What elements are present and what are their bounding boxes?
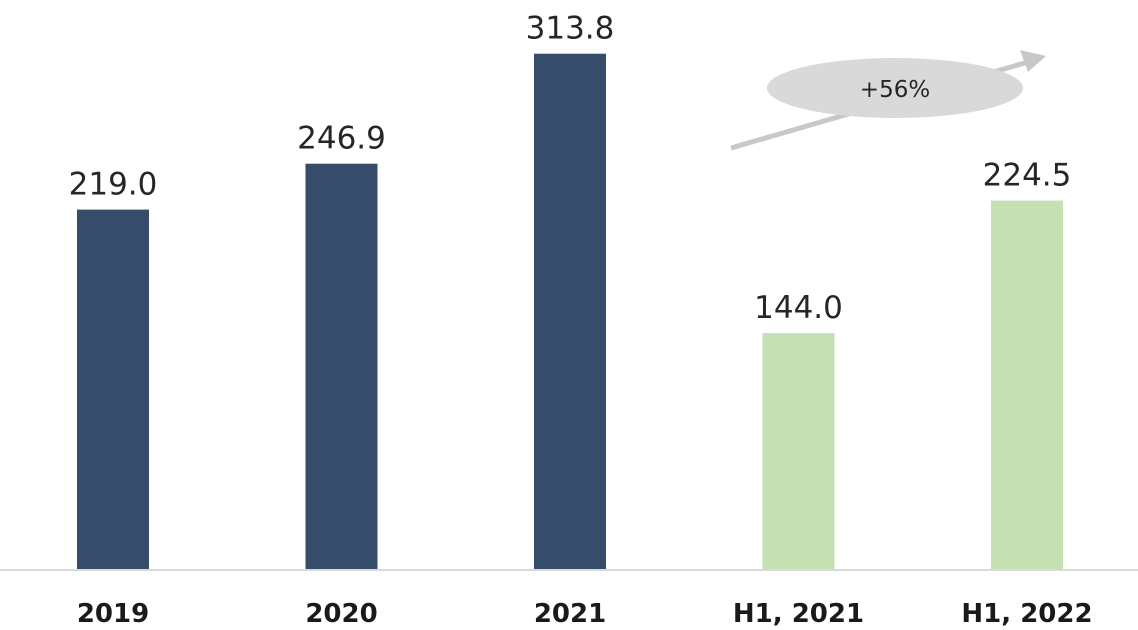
bar-0 bbox=[77, 209, 149, 570]
category-label-0: 2019 bbox=[77, 599, 149, 629]
growth-bubble bbox=[767, 58, 1023, 118]
bar-4 bbox=[991, 200, 1063, 570]
value-labels-group: 219.0 246.9 313.8 144.0 224.5 bbox=[69, 11, 1072, 326]
category-label-1: 2020 bbox=[305, 599, 377, 629]
bars-group bbox=[77, 53, 1063, 570]
bar-1 bbox=[305, 163, 378, 570]
growth-arrow-head bbox=[1020, 50, 1046, 72]
value-label-3: 144.0 bbox=[754, 290, 843, 326]
category-labels-group: 2019 2020 2021 H1, 2021 H1, 2022 bbox=[77, 599, 1093, 629]
growth-annotation: +56% bbox=[730, 50, 1046, 151]
category-label-3: H1, 2021 bbox=[733, 599, 864, 629]
category-label-4: H1, 2022 bbox=[961, 599, 1092, 629]
growth-label: +56% bbox=[860, 77, 930, 103]
bar-3 bbox=[762, 333, 835, 570]
value-label-0: 219.0 bbox=[69, 167, 158, 203]
category-label-2: 2021 bbox=[534, 599, 606, 629]
value-label-1: 246.9 bbox=[297, 121, 386, 157]
bar-2 bbox=[534, 53, 606, 570]
value-label-4: 224.5 bbox=[983, 158, 1072, 194]
value-label-2: 313.8 bbox=[526, 11, 615, 47]
